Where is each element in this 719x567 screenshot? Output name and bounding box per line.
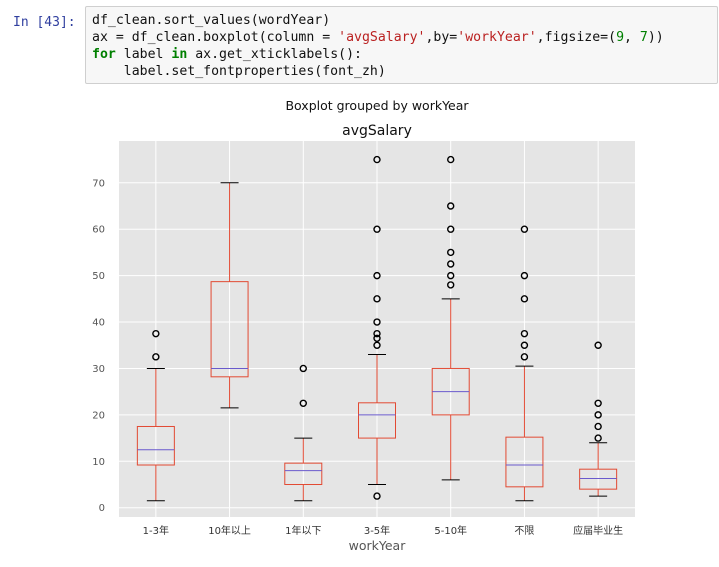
box-iqr	[579, 468, 618, 490]
cell-output: Boxplot grouped by workYear avgSalary 0 1…	[0, 90, 719, 567]
x-tick-label: 1年以下	[285, 524, 321, 537]
outlier-point	[373, 155, 381, 164]
y-axis: 0 10 20 30 40 50 60 70	[92, 178, 105, 514]
outlier-point	[520, 353, 529, 361]
outlier-point	[152, 329, 160, 338]
x-tick-label: 5-10年	[434, 524, 467, 537]
outlier-point	[594, 399, 602, 407]
outlier-point	[373, 295, 381, 303]
outlier-point	[594, 341, 602, 349]
code-token: ax = df_clean.boxplot(column =	[92, 30, 339, 45]
outlier-point	[520, 271, 529, 280]
outlier-point	[373, 271, 381, 280]
x-tick-label: 应届毕业生	[573, 524, 623, 537]
x-tick-label: 3-5年	[364, 524, 390, 537]
x-tick-label: 10年以上	[208, 524, 251, 537]
outlier-point	[447, 281, 455, 289]
outlier-point	[152, 353, 160, 361]
chart-title: avgSalary	[342, 123, 412, 139]
outlier-point	[373, 334, 381, 342]
outlier-point	[594, 434, 602, 442]
code-line: for label in ax.get_xticklabels():	[92, 46, 711, 63]
y-tick-label: 50	[92, 271, 105, 282]
code-token: 'workYear'	[457, 30, 537, 45]
code-token: label.set_fontproperties(font_zh)	[92, 64, 386, 79]
outlier-point	[373, 318, 381, 326]
code-token: label	[115, 47, 172, 62]
outlier-point	[447, 248, 455, 257]
code-token: ,	[624, 30, 640, 45]
code-token: 9	[616, 30, 625, 45]
y-tick-label: 0	[99, 503, 105, 514]
box-group	[505, 225, 544, 502]
box-group	[579, 341, 618, 497]
boxplot-chart: Boxplot grouped by workYear avgSalary 0 1…	[92, 98, 635, 553]
box-group	[136, 329, 175, 502]
code-token: in	[171, 47, 188, 62]
code-cell-input[interactable]: df_clean.sort_values(wordYear) ax = df_cl…	[85, 6, 718, 84]
box-group	[358, 155, 396, 500]
outlier-point	[447, 155, 455, 164]
box-iqr	[284, 462, 323, 486]
outlier-point	[299, 364, 307, 373]
code-token: for	[92, 47, 116, 62]
box-iqr	[210, 281, 249, 378]
chart-suptitle: Boxplot grouped by workYear	[285, 98, 469, 113]
y-tick-label: 40	[92, 318, 105, 329]
box-iqr	[505, 436, 544, 488]
code-token: ax.get_xticklabels():	[187, 47, 362, 62]
code-line: label.set_fontproperties(font_zh)	[92, 63, 711, 80]
outlier-point	[520, 295, 529, 303]
box-group	[431, 155, 470, 481]
outlier-point	[373, 329, 381, 338]
y-tick-label: 70	[92, 178, 105, 189]
box-iqr	[136, 425, 175, 466]
code-token: 'avgSalary'	[338, 30, 426, 45]
x-axis: 1-3年 10年以上 1年以下 3-5年 5-10年 不限 应届毕业生	[143, 524, 623, 537]
outlier-point	[299, 399, 307, 407]
code-line: ax = df_clean.boxplot(column = 'avgSalar…	[92, 29, 711, 46]
outlier-point	[594, 422, 602, 431]
outlier-point	[447, 271, 455, 280]
code-line: df_clean.sort_values(wordYear)	[92, 12, 711, 29]
box-group	[284, 364, 323, 502]
x-tick-label: 1-3年	[143, 524, 169, 537]
outlier-point	[520, 329, 529, 338]
code-token: ,by=	[425, 30, 458, 45]
outlier-point	[373, 492, 381, 500]
cell-prompt: In [43]:	[13, 15, 76, 30]
y-tick-label: 10	[92, 457, 105, 468]
outlier-point	[447, 225, 455, 233]
outlier-point	[447, 260, 455, 268]
outlier-point	[373, 341, 381, 349]
x-axis-label: workYear	[349, 538, 407, 553]
outlier-point	[594, 411, 602, 419]
code-token: df_clean.sort_values(wordYear)	[92, 13, 331, 28]
x-tick-label: 不限	[514, 525, 534, 537]
code-token: 7	[639, 30, 648, 45]
outlier-point	[373, 225, 381, 233]
outlier-point	[520, 341, 529, 349]
box-group	[210, 182, 249, 409]
code-token: ,figsize=(	[536, 30, 617, 45]
box-iqr	[358, 402, 396, 439]
outlier-point	[447, 202, 455, 210]
y-tick-label: 60	[92, 225, 105, 236]
y-tick-label: 30	[92, 364, 105, 375]
code-token: ))	[647, 30, 664, 45]
box-series	[136, 155, 618, 502]
y-tick-label: 20	[92, 410, 105, 421]
outlier-point	[520, 225, 529, 233]
